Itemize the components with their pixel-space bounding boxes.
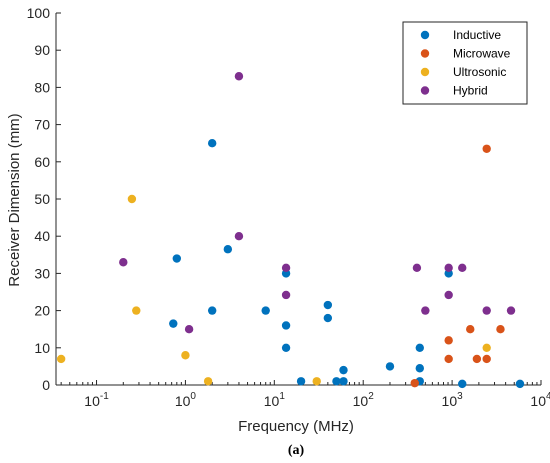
x-tick-label: 103 bbox=[442, 391, 464, 409]
y-tick-label: 30 bbox=[34, 265, 50, 281]
data-point-hybrid bbox=[119, 258, 128, 267]
data-point-inductive bbox=[296, 377, 306, 386]
legend: Inductive Microwave Ultrosonic Hybrid bbox=[402, 21, 528, 105]
data-point-inductive bbox=[339, 365, 348, 375]
y-tick-label: 60 bbox=[34, 154, 50, 170]
legend-marker-inductive bbox=[420, 30, 430, 40]
y-axis-label: Receiver Dimension (mm) bbox=[6, 113, 23, 286]
data-points bbox=[56, 72, 525, 389]
legend-label-ultrosonic: Ultrosonic bbox=[453, 65, 506, 79]
y-axis-ticks bbox=[56, 12, 61, 386]
y-tick-label: 40 bbox=[34, 228, 50, 244]
data-point-hybrid bbox=[234, 232, 244, 241]
y-tick-label: 50 bbox=[34, 191, 50, 207]
data-point-hybrid bbox=[506, 306, 516, 315]
data-point-hybrid bbox=[234, 72, 244, 81]
data-point-inductive bbox=[261, 306, 270, 315]
data-point-microwave bbox=[444, 354, 453, 364]
data-point-hybrid bbox=[482, 306, 491, 315]
data-point-hybrid bbox=[421, 306, 430, 315]
x-tick-labels: 10-1 100 101 102 103 104 bbox=[84, 391, 550, 409]
data-point-ultrosonic bbox=[56, 354, 66, 364]
y-tick-label: 20 bbox=[34, 303, 50, 319]
y-tick-label: 80 bbox=[34, 79, 50, 95]
data-point-inductive bbox=[323, 313, 333, 323]
y-tick-label: 90 bbox=[34, 42, 50, 58]
data-point-microwave bbox=[496, 325, 505, 334]
data-point-hybrid bbox=[281, 290, 291, 300]
data-point-ultrosonic bbox=[127, 194, 137, 204]
data-point-inductive bbox=[332, 377, 341, 386]
x-tick-label: 101 bbox=[264, 391, 286, 409]
data-point-microwave bbox=[482, 354, 491, 364]
legend-marker-hybrid bbox=[420, 86, 430, 95]
y-tick-labels: 0 10 20 30 40 50 60 70 80 90 100 bbox=[27, 5, 51, 393]
data-point-inductive bbox=[415, 364, 424, 373]
data-point-ultrosonic bbox=[312, 377, 321, 386]
x-axis-label: Frequency (MHz) bbox=[238, 418, 354, 435]
data-point-inductive bbox=[385, 362, 395, 371]
data-point-ultrosonic bbox=[482, 343, 491, 352]
data-point-hybrid bbox=[444, 263, 453, 273]
legend-label-inductive: Inductive bbox=[453, 28, 501, 42]
y-tick-label: 10 bbox=[34, 340, 50, 356]
data-point-inductive bbox=[415, 343, 424, 352]
data-point-inductive bbox=[169, 319, 178, 328]
data-point-hybrid bbox=[444, 290, 453, 300]
y-tick-label: 0 bbox=[42, 377, 50, 393]
data-point-inductive bbox=[323, 300, 333, 310]
data-point-inductive bbox=[281, 321, 291, 330]
data-point-ultrosonic bbox=[203, 377, 213, 386]
data-point-inductive bbox=[515, 379, 525, 389]
data-point-microwave bbox=[444, 336, 453, 345]
data-point-microwave bbox=[482, 144, 491, 153]
legend-marker-ultrosonic bbox=[420, 67, 430, 77]
data-point-inductive bbox=[458, 379, 467, 389]
data-point-hybrid bbox=[184, 325, 194, 334]
data-point-inductive bbox=[207, 306, 217, 315]
data-point-microwave bbox=[410, 378, 419, 388]
data-point-microwave bbox=[466, 325, 475, 334]
y-tick-label: 100 bbox=[27, 5, 51, 21]
x-tick-label: 102 bbox=[353, 391, 375, 409]
x-tick-label: 10-1 bbox=[84, 391, 109, 409]
x-tick-label: 100 bbox=[175, 391, 197, 409]
data-point-microwave bbox=[472, 354, 482, 364]
legend-label-hybrid: Hybrid bbox=[453, 84, 488, 98]
y-tick-label: 70 bbox=[34, 117, 50, 133]
data-point-ultrosonic bbox=[181, 351, 190, 360]
legend-marker-microwave bbox=[420, 49, 430, 58]
data-point-hybrid bbox=[412, 263, 422, 273]
data-point-hybrid bbox=[458, 263, 467, 273]
x-axis-ticks bbox=[60, 380, 542, 385]
data-point-ultrosonic bbox=[132, 306, 141, 315]
data-point-inductive bbox=[172, 254, 182, 263]
data-point-inductive bbox=[223, 245, 233, 254]
data-point-inductive bbox=[207, 139, 217, 148]
data-point-inductive bbox=[339, 377, 348, 386]
x-tick-label: 104 bbox=[530, 391, 550, 409]
figure-caption: (a) bbox=[288, 443, 305, 458]
legend-label-microwave: Microwave bbox=[453, 47, 511, 61]
data-point-inductive bbox=[281, 343, 291, 352]
data-point-hybrid bbox=[281, 263, 291, 273]
